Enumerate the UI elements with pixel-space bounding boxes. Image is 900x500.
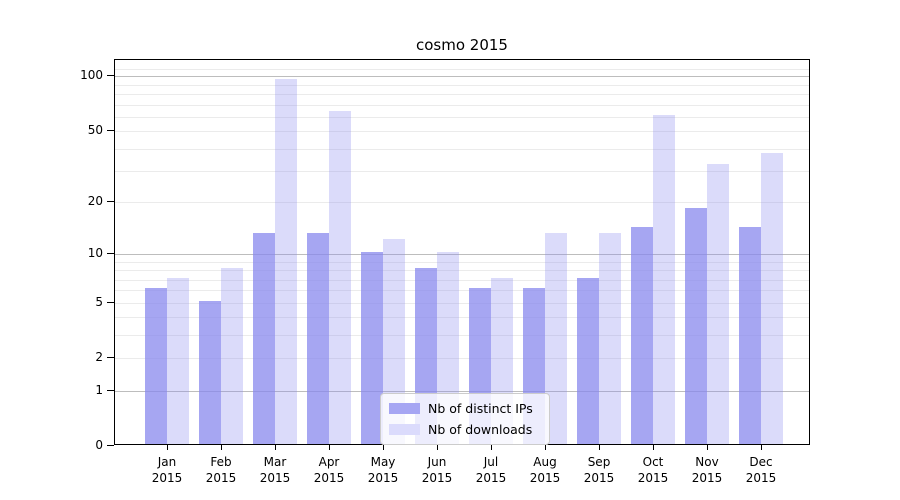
minor-gridline-90	[115, 84, 809, 86]
minor-gridline-9	[115, 261, 809, 263]
x-tick-label-nov: Nov 2015	[691, 455, 723, 485]
legend-swatch-distinct-ips-icon	[389, 403, 420, 414]
bar-ips-oct	[631, 227, 653, 444]
minor-gridline-20	[115, 202, 809, 204]
legend-item-downloads: Nb of downloads	[389, 422, 539, 437]
y-tick-mark-5	[107, 301, 114, 303]
x-tick-mark-nov	[707, 445, 708, 450]
x-tick-label-feb: Feb 2015	[205, 455, 237, 485]
y-tick-label-50: 50	[87, 123, 103, 138]
x-tick-mark-sep	[599, 445, 600, 450]
bar-ips-dec	[739, 227, 761, 444]
bar-downloads-aug	[545, 232, 567, 444]
x-tick-label-jan: Jan 2015	[151, 455, 183, 485]
bar-ips-mar	[253, 232, 275, 444]
minor-gridline-110	[115, 68, 809, 70]
bar-downloads-dec	[761, 152, 783, 444]
minor-gridline-4	[115, 317, 809, 319]
legend-label-downloads: Nb of downloads	[428, 422, 533, 437]
minor-gridline-80	[115, 94, 809, 96]
bar-downloads-apr	[329, 111, 351, 444]
x-tick-label-jun: Jun 2015	[421, 455, 453, 485]
minor-gridline-7	[115, 279, 809, 281]
minor-gridline-70	[115, 104, 809, 106]
chart-title: cosmo 2015	[416, 36, 508, 54]
x-tick-mark-may	[383, 445, 384, 450]
minor-gridline-60	[115, 116, 809, 118]
x-tick-label-apr: Apr 2015	[313, 455, 345, 485]
bar-downloads-nov	[707, 164, 729, 444]
y-tick-label-5: 5	[95, 294, 103, 309]
legend: Nb of distinct IPs Nb of downloads	[380, 393, 550, 445]
y-tick-mark-50	[107, 130, 114, 132]
minor-gridline-30	[115, 171, 809, 172]
x-tick-label-oct: Oct 2015	[637, 455, 669, 485]
y-tick-mark-20	[107, 201, 114, 203]
minor-gridline-6	[115, 290, 809, 292]
bar-downloads-mar	[275, 78, 297, 444]
bar-ips-feb	[199, 300, 221, 444]
x-tick-mark-feb	[221, 445, 222, 450]
bar-downloads-oct	[653, 114, 675, 444]
x-tick-mark-mar	[275, 445, 276, 450]
major-gridline-10	[115, 254, 809, 255]
legend-swatch-downloads-icon	[389, 424, 420, 435]
x-tick-mark-oct	[653, 445, 654, 450]
y-tick-label-2: 2	[95, 350, 103, 364]
x-tick-label-jul: Jul 2015	[475, 455, 507, 485]
bar-downloads-sep	[599, 232, 621, 444]
x-tick-mark-jan	[167, 445, 168, 450]
y-tick-label-0: 0	[95, 438, 103, 452]
x-tick-mark-dec	[761, 445, 762, 450]
major-gridline-100	[115, 76, 809, 78]
bar-ips-sep	[577, 277, 599, 444]
bar-downloads-may	[383, 238, 405, 444]
minor-gridline-5	[115, 302, 809, 304]
y-tick-mark-1	[107, 389, 114, 391]
minor-gridline-50	[115, 131, 809, 133]
minor-gridline-2	[115, 358, 809, 359]
y-tick-label-1: 1	[95, 382, 103, 397]
bar-ips-jan	[145, 288, 167, 444]
y-tick-label-100: 100	[80, 68, 103, 83]
legend-label-distinct-ips: Nb of distinct IPs	[428, 401, 533, 416]
plot-area: Nb of distinct IPs Nb of downloads	[114, 59, 810, 445]
x-tick-mark-jul	[491, 445, 492, 450]
bar-ips-nov	[685, 208, 707, 444]
minor-gridline-3	[115, 335, 809, 336]
minor-gridline-40	[115, 148, 809, 150]
bar-downloads-jan	[167, 277, 189, 444]
x-tick-label-dec: Dec 2015	[745, 455, 777, 485]
x-tick-label-sep: Sep 2015	[583, 455, 615, 485]
legend-item-distinct-ips: Nb of distinct IPs	[389, 401, 539, 416]
bar-ips-may	[361, 252, 383, 444]
major-gridline-1	[115, 390, 809, 392]
y-tick-label-10: 10	[87, 246, 103, 260]
minor-gridline-8	[115, 270, 809, 271]
y-tick-label-20: 20	[87, 194, 103, 209]
x-tick-mark-jun	[437, 445, 438, 450]
y-tick-mark-2	[107, 357, 114, 358]
y-tick-mark-10	[107, 253, 114, 254]
x-tick-mark-apr	[329, 445, 330, 450]
x-tick-label-aug: Aug 2015	[529, 455, 561, 485]
bar-downloads-feb	[221, 268, 243, 444]
x-tick-label-mar: Mar 2015	[259, 455, 291, 485]
y-tick-mark-100	[107, 75, 114, 77]
bar-ips-apr	[307, 232, 329, 444]
y-tick-mark-0	[107, 445, 114, 446]
x-tick-mark-aug	[545, 445, 546, 450]
x-tick-label-may: May 2015	[367, 455, 399, 485]
